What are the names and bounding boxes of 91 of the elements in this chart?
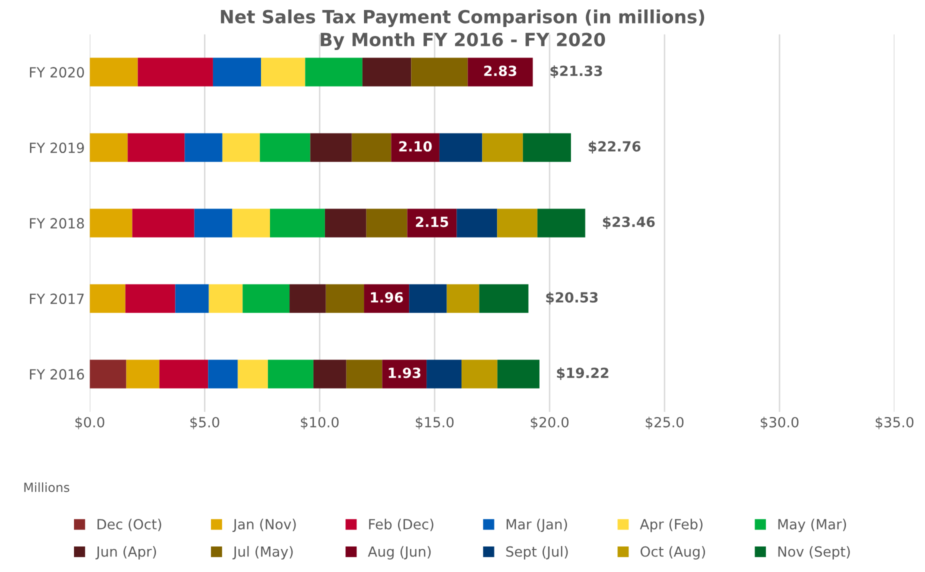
bar <box>175 284 209 313</box>
bar <box>270 208 325 238</box>
bar <box>290 284 326 313</box>
x-tick-label: $5.0 <box>190 416 220 430</box>
bar <box>411 58 468 86</box>
bar <box>364 284 410 313</box>
x-tick-label: $10.0 <box>300 416 339 430</box>
data-label: 1.96 <box>370 292 403 303</box>
x-tick-label: $20.0 <box>530 416 569 430</box>
x-tick-label: $30.0 <box>760 416 798 430</box>
bar <box>391 133 440 162</box>
bar <box>194 208 232 238</box>
annotation: $23.46 <box>602 216 655 229</box>
bar <box>324 208 366 238</box>
x-axis-title: Millions <box>24 482 70 492</box>
legend-label: Jul (May) <box>232 546 293 560</box>
bar <box>326 284 364 313</box>
legend-label: May (Mar) <box>778 518 846 532</box>
bar <box>362 58 412 86</box>
bar <box>138 58 213 86</box>
bar <box>426 360 462 388</box>
bar <box>212 58 262 86</box>
bar <box>462 360 498 388</box>
data-label: 2.15 <box>416 216 448 228</box>
bar <box>537 208 586 238</box>
bar <box>184 133 222 162</box>
bar <box>90 360 126 388</box>
bar <box>497 360 540 388</box>
bar <box>366 208 408 238</box>
x-tick-label: $25.0 <box>646 416 684 430</box>
annotation: $19.22 <box>556 367 608 380</box>
annotation: $21.33 <box>550 65 602 78</box>
bar <box>468 58 533 86</box>
bar <box>242 284 290 313</box>
bar <box>232 208 270 238</box>
bar <box>90 58 138 86</box>
bar <box>159 360 208 388</box>
bar <box>497 208 538 238</box>
legend-label: Feb (Dec) <box>369 518 434 532</box>
y-tick-label: FY 2018 <box>30 218 84 229</box>
bar <box>126 360 160 388</box>
bar <box>305 58 362 86</box>
bar <box>456 208 498 238</box>
bar <box>260 133 310 162</box>
legend-label: Sept (Jul) <box>506 546 568 560</box>
legend-label: Jun (Apr) <box>95 546 156 560</box>
data-label: 1.93 <box>388 368 420 378</box>
bar <box>479 284 528 313</box>
y-tick-label: FY 2020 <box>30 67 84 78</box>
bar <box>313 360 346 388</box>
legend-label: Apr (Feb) <box>640 518 702 532</box>
bar <box>222 133 260 162</box>
data-label: 2.10 <box>399 141 432 152</box>
bar <box>268 360 314 388</box>
legend-label: Oct (Aug) <box>640 546 705 560</box>
bar <box>407 208 457 238</box>
bar <box>310 133 352 162</box>
bar <box>439 133 482 162</box>
bar <box>446 284 480 313</box>
legend-label: Nov (Sept) <box>778 546 850 560</box>
bar <box>128 133 185 162</box>
x-tick-label: $35.0 <box>876 416 914 430</box>
bar <box>409 284 447 313</box>
bar <box>261 58 306 86</box>
bar <box>238 360 268 388</box>
bar <box>522 133 571 162</box>
y-tick-label: FY 2019 <box>30 142 84 154</box>
bar <box>125 284 176 313</box>
x-tick-label: $0.0 <box>75 416 104 430</box>
legend-label: Aug (Jun) <box>368 546 431 560</box>
bar <box>208 360 238 388</box>
bar <box>482 133 523 162</box>
y-tick-label: FY 2017 <box>30 294 84 304</box>
chart-title: Net Sales Tax Payment Comparison (in millions) <box>220 9 704 28</box>
annotation: $22.76 <box>588 140 640 154</box>
legend-label: Mar (Jan) <box>506 518 568 532</box>
chart-subtitle: By Month FY 2016 - FY 2020 <box>320 32 606 50</box>
bar <box>90 133 128 162</box>
legend-label: Jan (Nov) <box>232 518 296 532</box>
legend-label: Dec (Oct) <box>98 518 162 532</box>
bar <box>352 133 392 162</box>
bar <box>346 360 382 388</box>
y-tick-label: FY 2016 <box>30 369 84 380</box>
bar <box>90 208 132 238</box>
x-tick-label: $15.0 <box>416 416 454 430</box>
bar <box>132 208 194 238</box>
bar <box>208 284 243 313</box>
data-label: 2.83 <box>484 66 516 76</box>
annotation: $20.53 <box>546 292 598 304</box>
bar <box>382 360 427 388</box>
bar <box>90 284 126 313</box>
